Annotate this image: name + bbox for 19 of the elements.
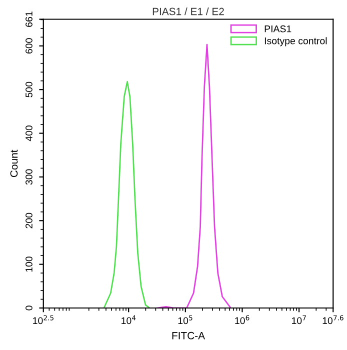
x-axis-title: FITC-A xyxy=(172,332,206,340)
y-tick-label: 661 xyxy=(26,12,32,27)
x-tick-label: 10$^{2.5}$ xyxy=(33,315,54,324)
y-tick-label: 300 xyxy=(26,169,32,185)
y-tick-label: 500 xyxy=(26,82,32,98)
y-tick-label: 200 xyxy=(26,212,32,228)
chart-title: PIAS1 / E1 / E2 xyxy=(152,8,224,16)
y-tick-label: 600 xyxy=(26,38,32,54)
x-tick-label: 10$^{5}$ xyxy=(178,315,192,324)
legend-label: Isotype control xyxy=(264,37,327,46)
legend-label: PIAS1 xyxy=(264,25,292,32)
y-tick-label: 0 xyxy=(26,306,32,310)
y-tick-label: 400 xyxy=(26,126,32,142)
x-tick-label: 10$^{6}$ xyxy=(235,315,250,324)
y-axis-title: Count xyxy=(10,150,18,177)
x-tick-label: 10$^{4}$ xyxy=(122,315,136,324)
x-tick-label: 10$^{7}$ xyxy=(292,315,306,324)
y-tick-label: 100 xyxy=(26,256,32,272)
x-tick-label: 10$^{7.6}$ xyxy=(322,315,344,324)
